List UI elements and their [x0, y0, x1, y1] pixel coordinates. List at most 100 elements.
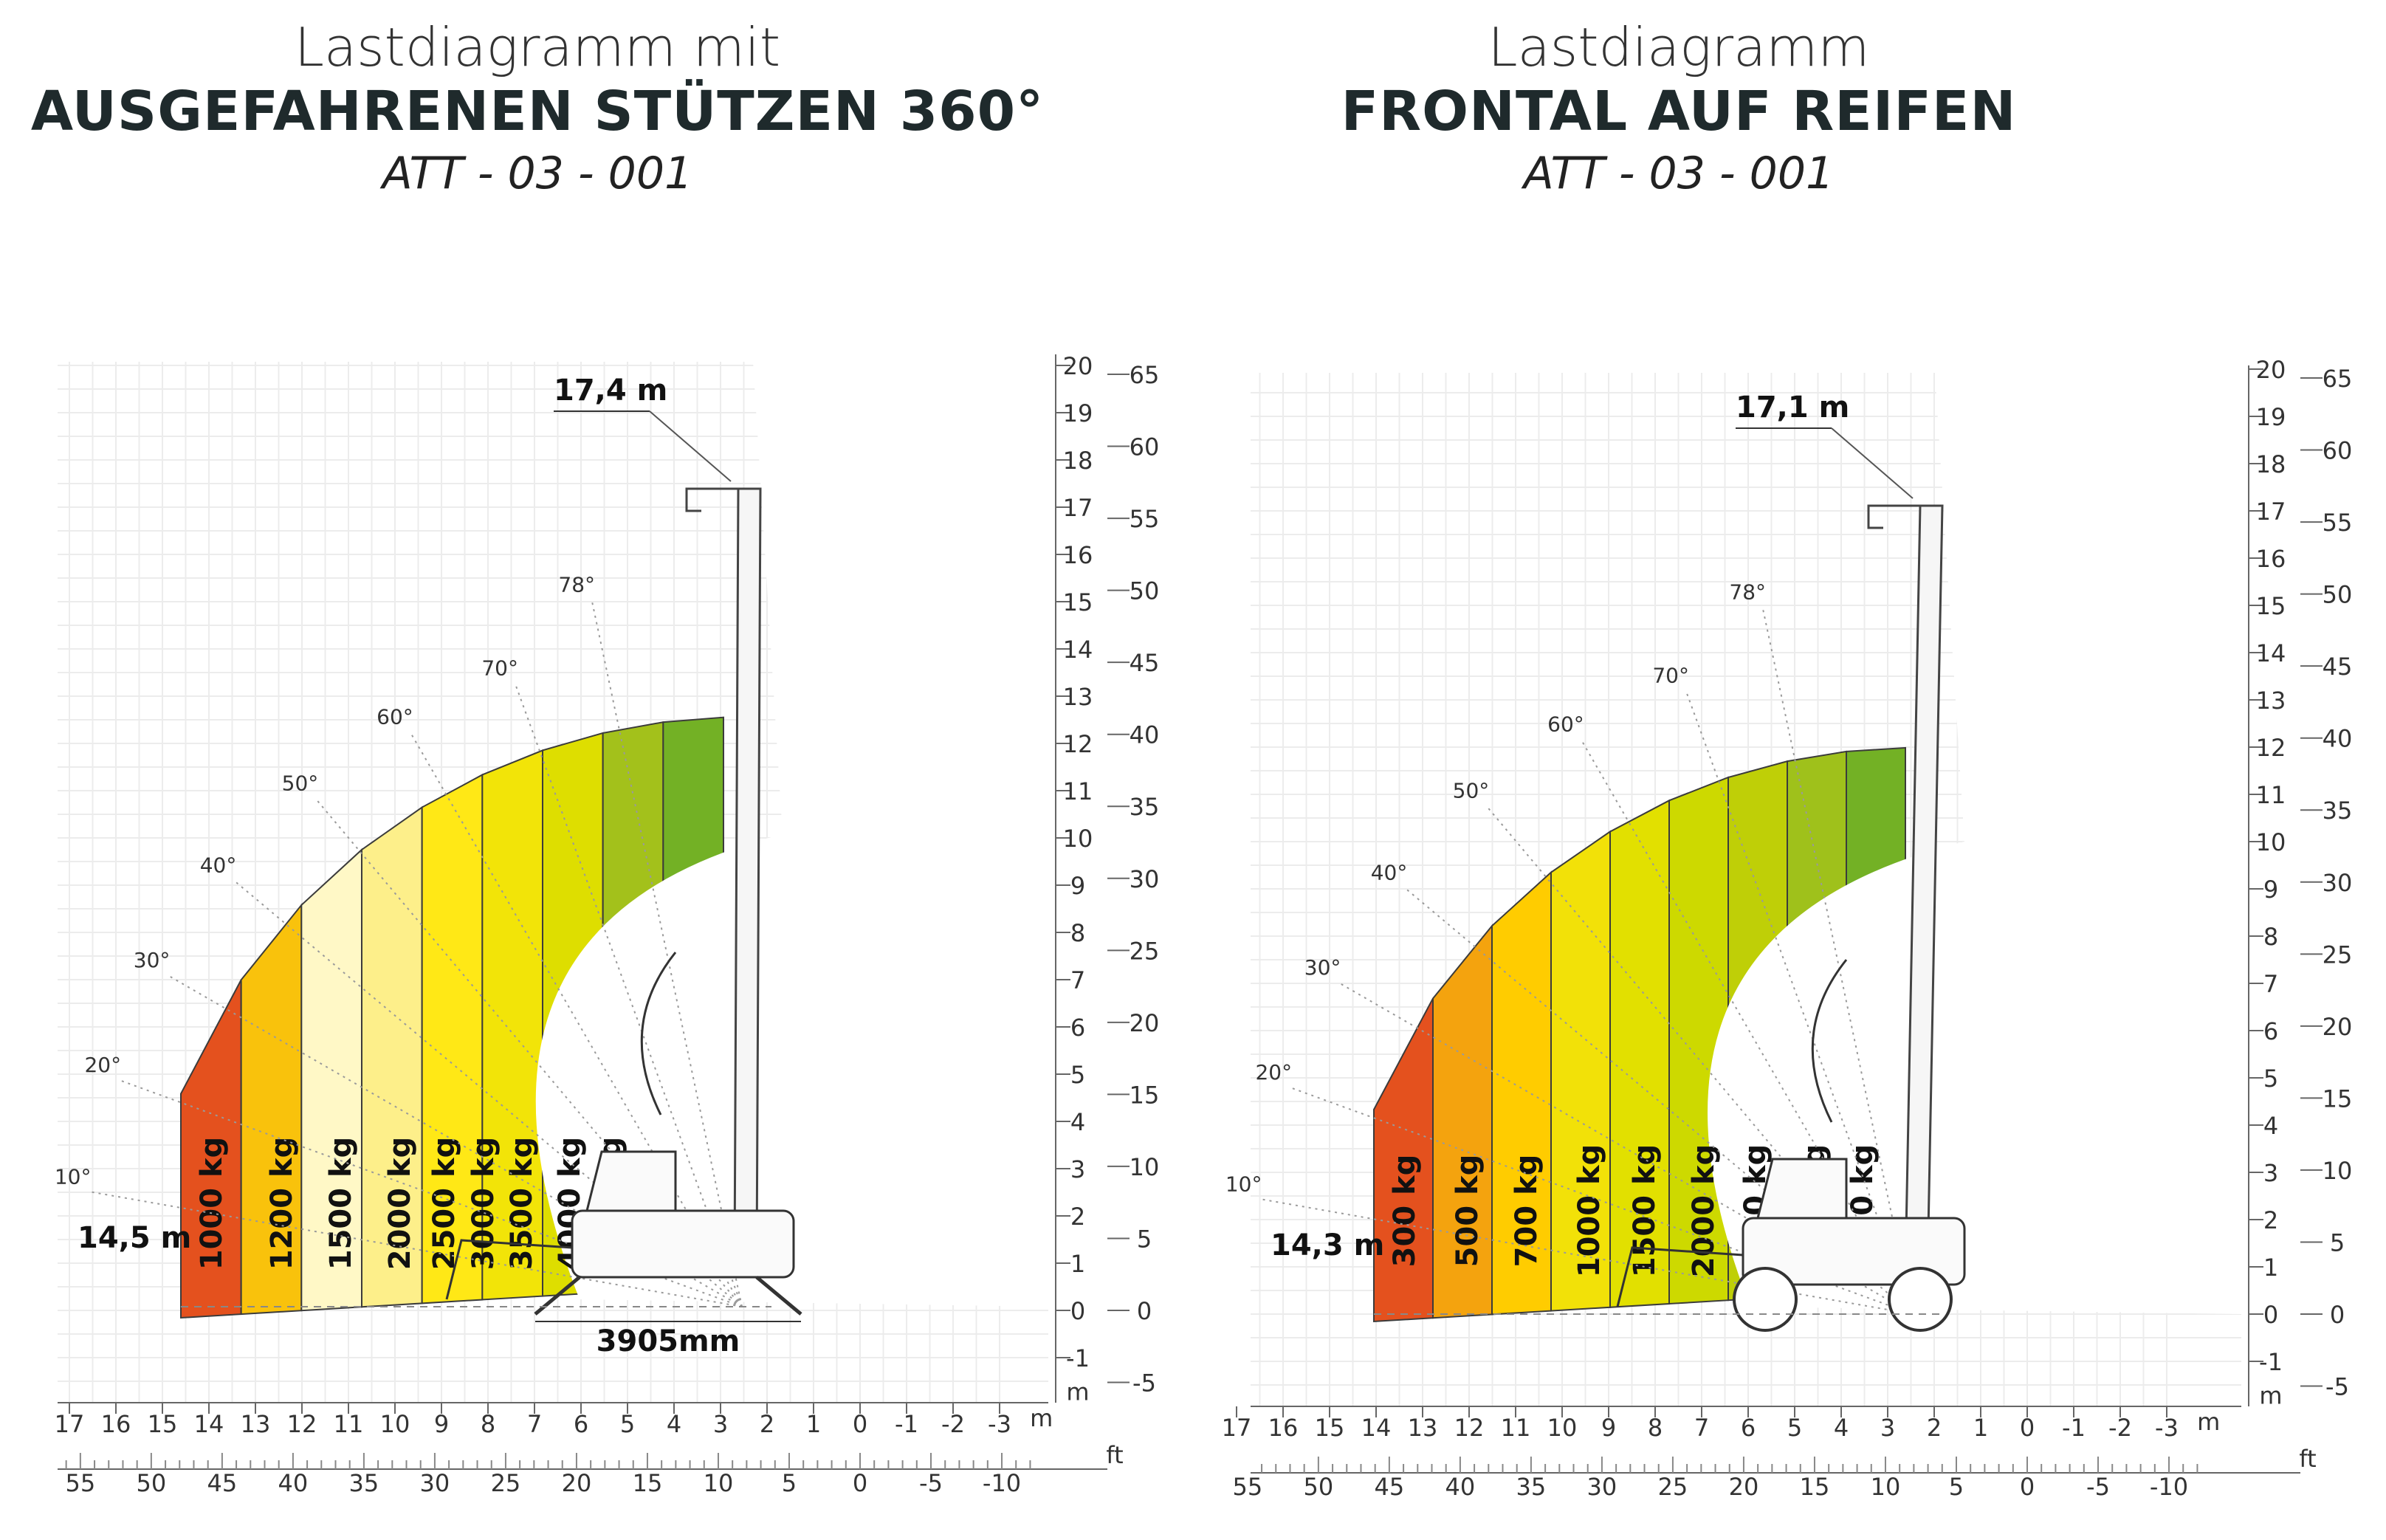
x-ft-tick-label: 5: [1949, 1473, 1964, 1501]
x-m-tick-label: 14: [194, 1410, 224, 1438]
x-ft-tick-label: -5: [919, 1469, 943, 1497]
boom-angle-line: [117, 1079, 743, 1307]
x-m-tick-label: 0: [2020, 1414, 2035, 1442]
boom-angle-line: [514, 681, 743, 1307]
x-ft-tick-label: 25: [1658, 1473, 1688, 1501]
x-ft-tick-label: 15: [633, 1469, 663, 1497]
boom-angle-line: [87, 1190, 743, 1307]
x-m-tick-label: 14: [1361, 1414, 1392, 1442]
left-title-line2: AUSGEFAHRENEN STÜTZEN 360°: [30, 80, 1045, 143]
x-m-tick-label: -3: [2155, 1414, 2179, 1442]
x-m-tick-label: 15: [1315, 1414, 1345, 1442]
x-m-tick-label: 5: [1787, 1414, 1802, 1442]
y-m-tick-label: 10: [2256, 828, 2286, 856]
y-ft-tick-label: 60: [1130, 433, 1160, 461]
x-ft-tick-label: -10: [2150, 1473, 2188, 1501]
y-m-tick-label: 2: [2263, 1206, 2278, 1234]
x-ft-tick-label: 20: [1729, 1473, 1759, 1501]
boom-angle-label: 30°: [134, 948, 171, 972]
y-m-tick-label: 10: [1063, 825, 1093, 853]
zone-load-label: 3000 kg: [467, 1137, 501, 1271]
x-ft-tick-label: 50: [1304, 1473, 1334, 1501]
x-ft-tick-label: 40: [1445, 1473, 1476, 1501]
y-m-tick-label: 16: [1063, 541, 1093, 569]
y-ft-tick-label: 15: [2323, 1084, 2353, 1113]
y-m-tick-label: 3: [2263, 1159, 2278, 1187]
y-m-tick-label: 14: [1063, 636, 1093, 664]
y-ft-tick-label: 25: [1130, 937, 1160, 965]
zone-load-label: 2000 kg: [1687, 1144, 1721, 1278]
machine-body: [1742, 1217, 1966, 1286]
x-m-tick-label: 11: [1501, 1414, 1531, 1442]
operator-cab: [1756, 1158, 1848, 1220]
x-m-tick-label: 6: [1741, 1414, 1756, 1442]
x-m-tick-label: 10: [380, 1410, 410, 1438]
y-m-tick-label: 0: [2263, 1301, 2278, 1329]
left-title-line1: Lastdiagramm mit: [294, 16, 781, 78]
x-m-tick-label: 6: [574, 1410, 588, 1438]
y-ft-tick-label: 20: [1130, 1009, 1160, 1037]
y-ft-tick-label: 40: [1130, 721, 1160, 749]
y-m-tick-label: 5: [2263, 1065, 2278, 1093]
x-m-tick-label: -2: [2108, 1414, 2132, 1442]
boom-angle-label: 10°: [55, 1165, 92, 1189]
zone-load-label: 1500 kg: [324, 1137, 358, 1271]
zone-load-label: 1200 kg: [265, 1137, 299, 1271]
max-height-leader: [649, 410, 732, 482]
x-m-tick-label: 7: [1694, 1414, 1709, 1442]
x-m-tick-label: 5: [620, 1410, 635, 1438]
left-load-chart: 1000 kg 1200 kg 1500 kg 2000 kg 2500 kg 3000 …: [55, 352, 1160, 1497]
boom-angle-label: 70°: [1652, 663, 1689, 687]
zone-load-label: 1500 kg: [1628, 1144, 1662, 1278]
boom-angle-label: 10°: [1225, 1172, 1262, 1197]
boom-angle-line: [1403, 886, 1914, 1315]
x-m-tick-label: 1: [806, 1410, 821, 1438]
y-m-tick-label: 6: [1070, 1014, 1085, 1042]
boom-angle-line: [409, 731, 743, 1307]
x-ft-tick-label: 15: [1800, 1473, 1830, 1501]
y-ft-tick-label: 55: [2323, 509, 2353, 537]
x-m-tick-label: 4: [1834, 1414, 1849, 1442]
y-ft-tick-label: 50: [1130, 577, 1160, 605]
y-ft-tick-label: 0: [1137, 1297, 1152, 1325]
y-ft-tick-label: 60: [2323, 437, 2353, 465]
y-m-tick-label: 13: [2256, 687, 2286, 715]
y-m-tick-label: 6: [2263, 1017, 2278, 1045]
x-m-tick-label: 3: [1880, 1414, 1895, 1442]
right-subtitle: ATT - 03 - 001: [1523, 148, 1835, 199]
telescopic-boom: [733, 487, 762, 1264]
x-m-tick-label: 0: [853, 1410, 867, 1438]
base-width-label: 3905mm: [596, 1324, 740, 1358]
y-m-unit: m: [1066, 1378, 1089, 1406]
x-ft-tick-label: 25: [491, 1469, 521, 1497]
y-ft-tick-label: 5: [2330, 1228, 2345, 1257]
y-ft-tick-label: 30: [2323, 869, 2353, 897]
x-m-tick-label: 2: [1927, 1414, 1942, 1442]
boom-angle-line: [1485, 804, 1914, 1315]
x-ft-unit: ft: [2299, 1445, 2316, 1473]
boom-angle-line: [166, 974, 743, 1307]
y-m-tick-label: 5: [1070, 1061, 1085, 1089]
rotation-arrow: [640, 952, 677, 1116]
zone-load-label: 700 kg: [1510, 1155, 1544, 1268]
boom-angle-line: [1761, 606, 1914, 1315]
boom-angle-label: 20°: [1255, 1060, 1292, 1084]
x-m-tick-label: 17: [1222, 1414, 1252, 1442]
y-m-tick-label: 2: [1070, 1203, 1085, 1231]
y-m-tick-label: 11: [1063, 777, 1093, 805]
x-ft-tick-label: -10: [983, 1469, 1021, 1497]
front-wheel: [1733, 1267, 1798, 1332]
boom-angle-line: [1258, 1197, 1914, 1315]
boom-angle-line: [232, 879, 743, 1307]
zone-load-label: 1000 kg: [1572, 1144, 1606, 1278]
max-reach-label: 14,5 m: [78, 1221, 191, 1255]
rotation-arrow: [1811, 959, 1848, 1123]
boom-angle-label: 50°: [1453, 779, 1490, 803]
boom-angle-label: 30°: [1304, 955, 1341, 980]
right-title-line1: Lastdiagramm: [1488, 16, 1870, 78]
x-m-unit: m: [1030, 1404, 1053, 1432]
x-m-tick-label: -1: [895, 1410, 918, 1438]
y-ft-tick-label: 10: [2323, 1157, 2353, 1185]
x-m-tick-label: 3: [713, 1410, 728, 1438]
max-height-label: 17,4 m: [554, 374, 667, 408]
